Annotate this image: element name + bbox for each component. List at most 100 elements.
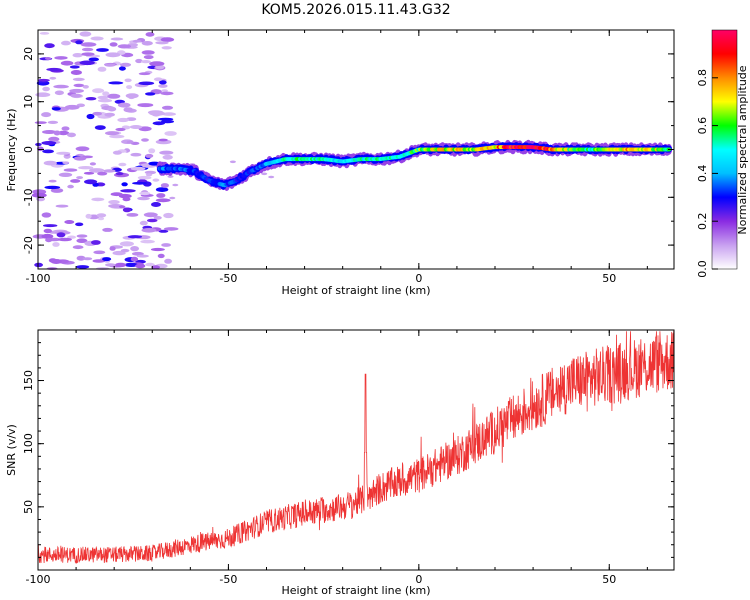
noise-blob: [172, 183, 179, 187]
noise-blob: [52, 242, 60, 247]
noise-blob: [61, 40, 71, 46]
noise-blob: [44, 185, 61, 190]
noise-blob: [93, 250, 106, 255]
noise-blob: [158, 229, 169, 233]
spectrogram-y-label: Frequency (Hz): [5, 109, 18, 192]
noise-blob: [90, 36, 104, 41]
noise-blob: [126, 85, 133, 90]
noise-blob: [97, 217, 105, 221]
noise-blob: [140, 239, 155, 244]
snr-x-label: Height of straight line (km): [281, 584, 430, 597]
x-tick-label: 0: [415, 573, 422, 586]
noise-blob: [137, 103, 154, 108]
noise-blob: [109, 42, 118, 47]
noise-blob: [34, 262, 43, 268]
noise-blob: [141, 138, 149, 142]
noise-blob: [162, 112, 176, 116]
noise-blob: [122, 207, 132, 213]
y-tick-label: -20: [22, 236, 35, 254]
noise-blob: [122, 197, 131, 202]
noise-blob: [70, 93, 82, 98]
y-tick-label: 100: [22, 433, 35, 454]
noise-blob: [108, 81, 124, 85]
y-tick-label: 20: [22, 47, 35, 61]
noise-blob: [126, 213, 139, 217]
noise-blob: [82, 257, 93, 261]
noise-blob: [130, 256, 139, 262]
noise-blob: [158, 138, 168, 142]
noise-blob: [161, 105, 174, 110]
noise-blob: [138, 72, 151, 76]
noise-blob: [151, 202, 161, 207]
noise-blob: [140, 60, 151, 64]
noise-blob: [41, 141, 57, 145]
noise-blob: [56, 232, 66, 238]
noise-blob: [114, 262, 127, 268]
noise-blob: [76, 176, 83, 180]
noise-blob: [145, 153, 154, 158]
noise-blob: [43, 224, 58, 228]
noise-blob: [94, 125, 106, 130]
noise-blob: [60, 60, 74, 66]
noise-blob: [67, 184, 74, 189]
noise-blob: [139, 191, 151, 196]
noise-blob: [121, 182, 128, 187]
noise-blob: [92, 88, 105, 94]
noise-blob: [76, 265, 90, 269]
colorbar: 0.0 0.2 0.4 0.6 0.8 Normalized spectral ampl…: [696, 29, 749, 278]
noise-blob: [155, 187, 169, 193]
noise-blob: [145, 92, 156, 96]
snr-y-label: SNR (v/v): [5, 424, 18, 476]
snr-panel: -100 -50 0 50 50 100 150 Height of straight l…: [5, 329, 675, 597]
noise-blob: [130, 166, 146, 171]
noise-blob: [35, 92, 51, 97]
noise-blob: [43, 160, 57, 166]
noise-blob: [119, 241, 134, 247]
noise-blob: [115, 172, 124, 176]
noise-blob: [145, 262, 155, 267]
noise-blob: [107, 106, 117, 112]
noise-blob: [138, 81, 155, 86]
noise-blob: [109, 134, 125, 139]
spectrogram-x-label: Height of straight line (km): [281, 284, 430, 297]
noise-blob: [82, 85, 89, 89]
noise-blob: [69, 65, 80, 69]
x-tick-label: -50: [219, 272, 237, 285]
noise-blob: [120, 248, 130, 253]
noise-blob: [135, 263, 146, 269]
noise-blob: [85, 97, 97, 101]
y-tick-label: 150: [22, 370, 35, 391]
noise-blob: [88, 168, 105, 173]
noise-blob: [108, 200, 120, 205]
x-tick-label: -100: [26, 573, 51, 586]
noise-blob: [63, 168, 78, 172]
noise-blob: [229, 160, 236, 164]
noise-blob: [161, 89, 168, 93]
noise-blob: [43, 228, 52, 234]
noise-blob: [73, 156, 87, 161]
noise-blob: [161, 243, 172, 247]
colorbar-frame: [711, 29, 738, 270]
noise-blob: [85, 213, 92, 219]
noise-blob: [167, 175, 174, 178]
noise-blob: [118, 162, 127, 167]
noise-blob: [153, 215, 162, 220]
noise-blob: [137, 196, 150, 201]
noise-blob: [45, 57, 52, 60]
noise-blob: [157, 117, 174, 121]
noise-blob: [117, 44, 132, 49]
noise-blob: [79, 60, 95, 66]
noise-blob: [137, 175, 152, 180]
y-tick-label: 50: [22, 500, 35, 514]
snr-frame: [37, 329, 675, 571]
y-tick-label: 10: [22, 95, 35, 109]
figure-title: KOM5.2026.015.11.43.G32: [261, 2, 450, 18]
spectrogram-scatter: [31, 31, 275, 270]
noise-blob: [148, 148, 156, 154]
noise-blob: [56, 151, 71, 155]
noise-blob: [48, 136, 60, 142]
noise-blob: [41, 233, 54, 239]
noise-blob: [164, 258, 173, 264]
noise-blob: [67, 132, 76, 138]
